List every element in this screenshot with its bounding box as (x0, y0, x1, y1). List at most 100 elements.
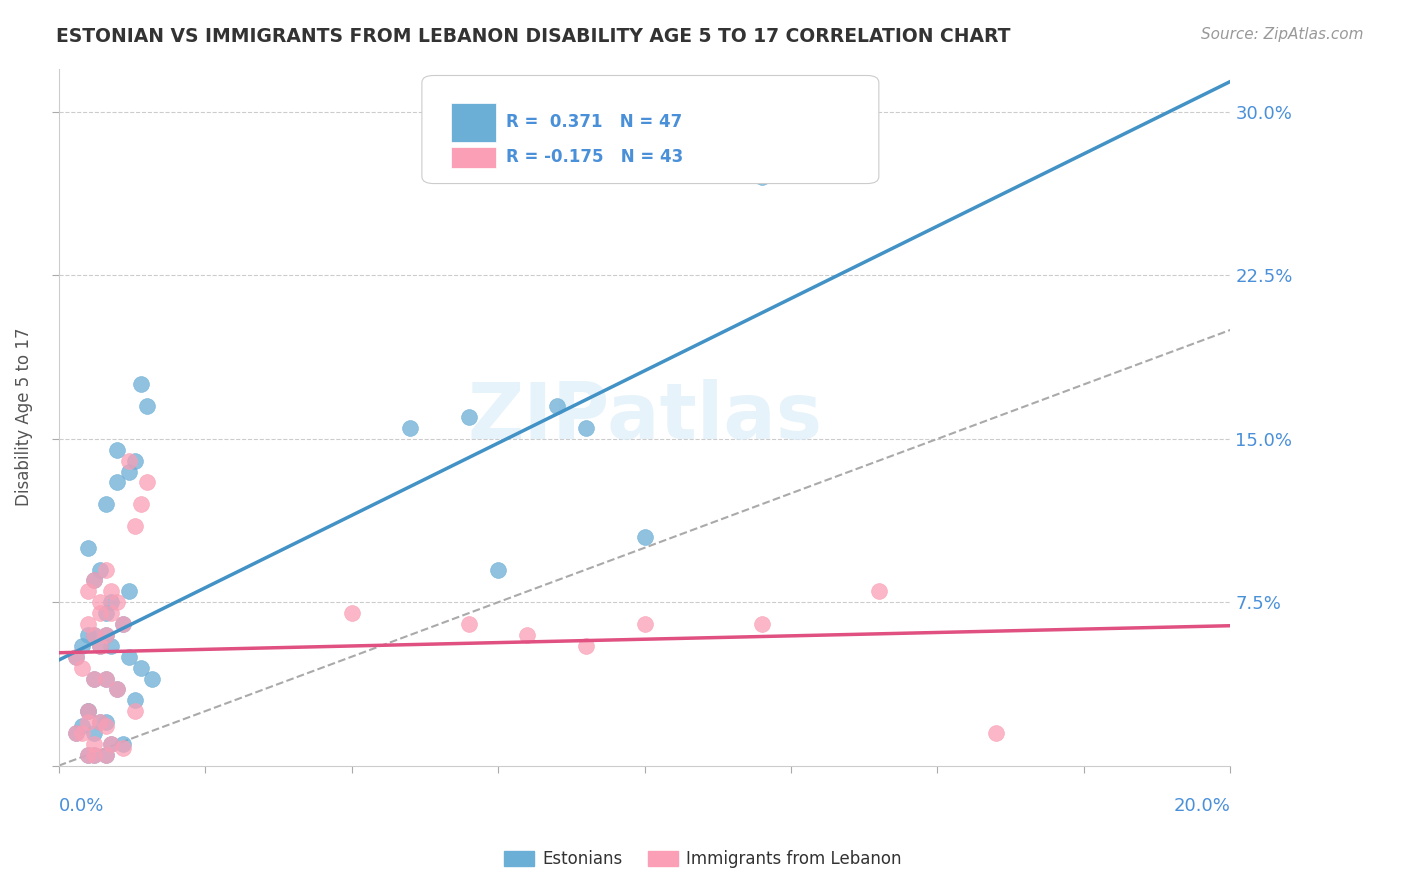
Point (94, 672, 117, 686)
Point (77, 617, 100, 632)
Point (94, 628, 117, 642)
Text: ZIPatlas: ZIPatlas (467, 379, 823, 455)
Point (457, 410, 479, 425)
Point (70, 719, 93, 733)
Point (77, 747, 100, 762)
Point (984, 726, 1007, 740)
Point (124, 704, 146, 718)
Text: ESTONIAN VS IMMIGRANTS FROM LEBANON DISABILITY AGE 5 TO 17 CORRELATION CHART: ESTONIAN VS IMMIGRANTS FROM LEBANON DISA… (56, 27, 1011, 45)
Point (112, 737, 135, 751)
Point (77, 704, 100, 718)
Point (868, 584, 890, 599)
Point (70, 726, 93, 740)
Point (105, 682, 128, 697)
Point (65, 726, 87, 740)
Point (340, 606, 363, 620)
Text: 0.0%: 0.0% (59, 797, 104, 815)
Bar (451, 103, 496, 142)
Point (83, 574, 105, 588)
Point (89, 639, 111, 653)
Point (100, 639, 122, 653)
Point (105, 682, 128, 697)
Point (100, 737, 122, 751)
Point (89, 715, 111, 730)
Point (70, 639, 93, 653)
Point (105, 442, 128, 457)
Point (77, 704, 100, 718)
Point (546, 399, 568, 413)
Point (118, 584, 141, 599)
Point (118, 649, 141, 664)
Point (65, 726, 87, 740)
Point (70, 660, 93, 674)
Text: Source: ZipAtlas.com: Source: ZipAtlas.com (1201, 27, 1364, 42)
Point (129, 497, 152, 511)
Point (135, 399, 157, 413)
Point (94, 563, 117, 577)
FancyBboxPatch shape (422, 76, 879, 184)
Point (83, 672, 105, 686)
Point (105, 595, 128, 609)
Point (575, 421, 598, 435)
Point (83, 747, 105, 762)
Text: 20.0%: 20.0% (1174, 797, 1230, 815)
Point (112, 741, 135, 756)
Point (94, 628, 117, 642)
Point (516, 628, 538, 642)
Point (77, 704, 100, 718)
Point (94, 497, 117, 511)
Point (100, 584, 122, 599)
Point (65, 649, 87, 664)
Point (83, 747, 105, 762)
Point (457, 617, 479, 632)
Point (112, 617, 135, 632)
Point (83, 628, 105, 642)
Point (118, 453, 141, 467)
Point (100, 737, 122, 751)
Point (94, 747, 117, 762)
Point (118, 465, 141, 479)
Text: R =  0.371   N = 47: R = 0.371 N = 47 (506, 113, 682, 131)
Point (77, 628, 100, 642)
Point (65, 649, 87, 664)
Point (751, 617, 773, 632)
Point (129, 377, 152, 392)
Legend: Estonians, Immigrants from Lebanon: Estonians, Immigrants from Lebanon (498, 844, 908, 875)
Point (124, 693, 146, 707)
Point (94, 715, 117, 730)
Point (89, 563, 111, 577)
Point (486, 563, 509, 577)
Point (112, 617, 135, 632)
Point (83, 672, 105, 686)
Point (83, 574, 105, 588)
Point (100, 606, 122, 620)
Point (89, 715, 111, 730)
Y-axis label: Disability Age 5 to 17: Disability Age 5 to 17 (15, 328, 32, 507)
Point (135, 475, 157, 490)
Point (77, 715, 100, 730)
Point (633, 530, 655, 544)
Point (124, 453, 146, 467)
Point (77, 541, 100, 555)
Point (124, 519, 146, 533)
Point (100, 595, 122, 609)
Point (141, 672, 163, 686)
Point (94, 606, 117, 620)
Point (89, 606, 111, 620)
Point (575, 639, 598, 653)
Point (83, 726, 105, 740)
Point (77, 747, 100, 762)
Point (89, 639, 111, 653)
Point (89, 595, 111, 609)
Point (94, 672, 117, 686)
Bar (451, 146, 496, 168)
Point (399, 421, 422, 435)
Point (94, 719, 117, 733)
Point (105, 475, 128, 490)
Point (83, 628, 105, 642)
Point (77, 584, 100, 599)
Text: R = -0.175   N = 43: R = -0.175 N = 43 (506, 148, 683, 166)
Point (83, 737, 105, 751)
Point (129, 660, 152, 674)
Point (633, 617, 655, 632)
